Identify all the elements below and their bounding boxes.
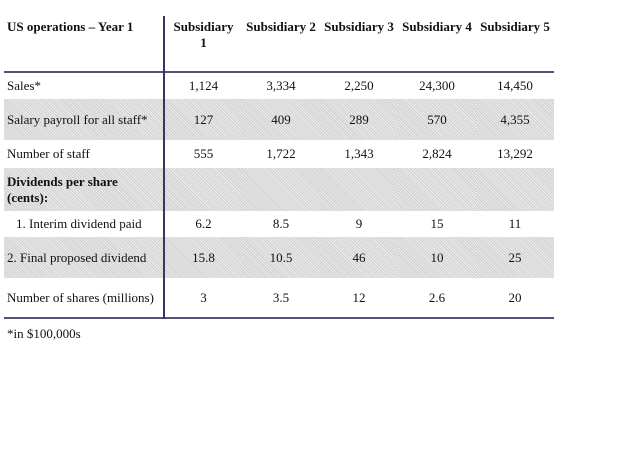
table-row-dividends-heading: Dividends per share (cents):: [4, 168, 554, 211]
cell: 4,355: [476, 99, 554, 140]
table-row-interim-dividend: 1. Interim dividend paid 6.2 8.5 9 15 11: [4, 211, 554, 237]
cell: 2,250: [344, 78, 374, 93]
row-label: Salary payroll for all staff*: [4, 99, 165, 140]
cell: 15.8: [164, 237, 242, 278]
cell: 1,343: [344, 146, 374, 161]
cell: 3: [200, 289, 207, 305]
cell: 3.5: [272, 289, 290, 305]
table-row-sales: Sales* 1,124 3,334 2,250 24,300 14,450: [4, 72, 554, 99]
us-operations-table: US operations – Year 1 Subsidiary 1 Subs…: [4, 16, 554, 319]
cell: 20: [508, 289, 522, 305]
row-label: 2. Final proposed dividend: [4, 237, 165, 278]
header-subsidiary-1: Subsidiary 1: [173, 19, 234, 50]
cell: 15: [430, 216, 444, 231]
cell: 24,300: [419, 78, 455, 93]
header-subsidiary-5: Subsidiary 5: [480, 19, 550, 34]
header-subsidiary-3: Subsidiary 3: [324, 19, 394, 34]
cell: 6.2: [195, 216, 212, 231]
row-label: Number of shares (millions): [4, 278, 165, 318]
header-subsidiary-4: Subsidiary 4: [402, 19, 472, 34]
cell: 10.5: [242, 237, 320, 278]
cell: 12: [352, 289, 366, 305]
cell: 1,722: [266, 146, 296, 161]
header-label: US operations – Year 1: [4, 16, 165, 72]
table-row-salary: Salary payroll for all staff* 127 409 28…: [4, 99, 554, 140]
cell: 14,450: [497, 78, 533, 93]
table-row-final-dividend: 2. Final proposed dividend 15.8 10.5 46 …: [4, 237, 554, 278]
row-label: Number of staff: [4, 140, 165, 168]
cell: 13,292: [497, 146, 533, 161]
header-subsidiary-2: Subsidiary 2: [246, 19, 316, 34]
cell: 127: [164, 99, 242, 140]
cell: 2,824: [422, 146, 452, 161]
cell: 46: [320, 237, 398, 278]
row-label: 1. Interim dividend paid: [4, 211, 165, 237]
cell: 555: [193, 146, 214, 161]
row-label: Sales*: [4, 72, 165, 99]
row-label: Dividends per share (cents):: [4, 168, 165, 211]
cell: 570: [398, 99, 476, 140]
footnote: *in $100,000s: [7, 326, 81, 341]
cell: 8.5: [272, 216, 290, 231]
header-row: US operations – Year 1 Subsidiary 1 Subs…: [4, 16, 554, 72]
cell: 10: [398, 237, 476, 278]
cell: 9: [355, 216, 363, 231]
cell: 289: [320, 99, 398, 140]
cell: 3,334: [266, 78, 296, 93]
cell: 11: [508, 216, 522, 231]
table-row-staff: Number of staff 555 1,722 1,343 2,824 13…: [4, 140, 554, 168]
cell: 2.6: [428, 289, 446, 305]
cell: 1,124: [188, 78, 219, 93]
cell: 25: [476, 237, 554, 278]
cell: 409: [242, 99, 320, 140]
table-row-shares: Number of shares (millions) 3 3.5 12 2.6…: [4, 278, 554, 318]
